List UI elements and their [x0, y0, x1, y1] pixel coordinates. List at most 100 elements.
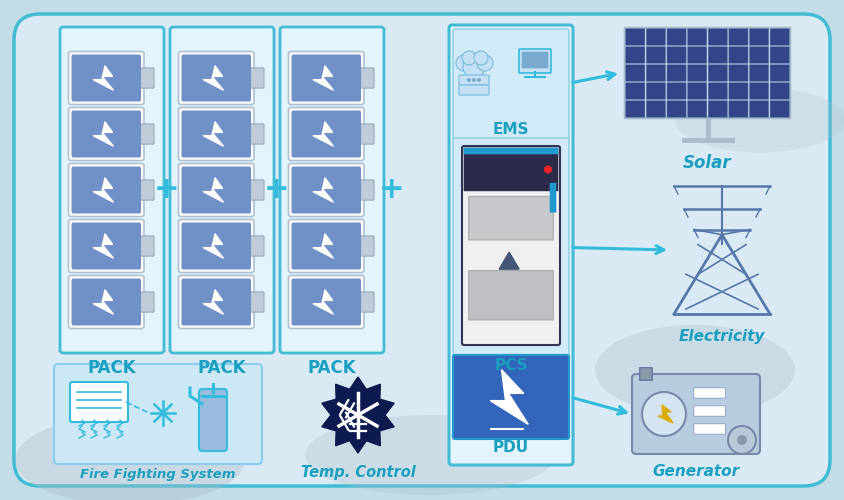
Polygon shape	[93, 122, 113, 146]
Circle shape	[544, 166, 552, 173]
FancyBboxPatch shape	[640, 368, 652, 380]
FancyBboxPatch shape	[749, 46, 769, 64]
FancyBboxPatch shape	[749, 82, 769, 100]
FancyBboxPatch shape	[667, 46, 686, 64]
FancyBboxPatch shape	[462, 146, 560, 345]
Circle shape	[477, 78, 481, 82]
FancyBboxPatch shape	[522, 52, 549, 68]
FancyBboxPatch shape	[291, 166, 361, 214]
FancyBboxPatch shape	[770, 64, 789, 82]
FancyBboxPatch shape	[199, 389, 227, 451]
Text: PDU: PDU	[493, 440, 529, 454]
Polygon shape	[322, 377, 394, 453]
FancyBboxPatch shape	[453, 138, 569, 357]
FancyBboxPatch shape	[625, 82, 645, 100]
FancyBboxPatch shape	[170, 27, 274, 353]
Text: PACK: PACK	[197, 359, 246, 377]
FancyBboxPatch shape	[647, 28, 666, 46]
Text: PCS: PCS	[495, 358, 528, 372]
FancyBboxPatch shape	[14, 14, 830, 486]
Polygon shape	[499, 252, 519, 269]
FancyBboxPatch shape	[688, 64, 706, 82]
FancyBboxPatch shape	[468, 270, 554, 320]
FancyBboxPatch shape	[181, 54, 251, 102]
Text: Generator: Generator	[652, 464, 739, 479]
FancyBboxPatch shape	[729, 64, 748, 82]
FancyBboxPatch shape	[729, 100, 748, 117]
FancyBboxPatch shape	[251, 236, 264, 256]
FancyBboxPatch shape	[647, 82, 666, 100]
FancyBboxPatch shape	[68, 52, 144, 104]
Polygon shape	[203, 66, 224, 90]
FancyBboxPatch shape	[667, 100, 686, 117]
Circle shape	[474, 51, 488, 65]
FancyBboxPatch shape	[449, 25, 573, 465]
FancyBboxPatch shape	[708, 28, 728, 46]
FancyBboxPatch shape	[72, 222, 141, 270]
FancyBboxPatch shape	[647, 100, 666, 117]
FancyBboxPatch shape	[68, 276, 144, 328]
FancyBboxPatch shape	[140, 124, 154, 144]
FancyBboxPatch shape	[770, 100, 789, 117]
FancyBboxPatch shape	[549, 183, 556, 212]
Text: Temp. Control: Temp. Control	[300, 465, 415, 480]
FancyBboxPatch shape	[453, 355, 569, 439]
Circle shape	[642, 392, 686, 436]
Circle shape	[463, 56, 485, 78]
FancyBboxPatch shape	[625, 28, 790, 118]
Polygon shape	[313, 122, 333, 146]
Polygon shape	[203, 178, 224, 202]
FancyBboxPatch shape	[463, 148, 558, 191]
FancyBboxPatch shape	[770, 46, 789, 64]
Polygon shape	[203, 234, 224, 258]
FancyBboxPatch shape	[72, 54, 141, 102]
FancyBboxPatch shape	[289, 276, 364, 328]
Text: Electricity: Electricity	[679, 329, 766, 344]
FancyBboxPatch shape	[178, 52, 254, 104]
Text: EMS: EMS	[493, 122, 529, 138]
FancyBboxPatch shape	[72, 166, 141, 214]
FancyBboxPatch shape	[251, 180, 264, 200]
Text: PACK: PACK	[308, 359, 356, 377]
Circle shape	[333, 390, 383, 440]
FancyBboxPatch shape	[291, 110, 361, 158]
FancyBboxPatch shape	[60, 27, 164, 353]
Polygon shape	[203, 122, 224, 146]
FancyBboxPatch shape	[251, 292, 264, 312]
FancyBboxPatch shape	[708, 46, 728, 64]
FancyBboxPatch shape	[360, 180, 374, 200]
FancyBboxPatch shape	[72, 278, 141, 326]
Circle shape	[456, 55, 472, 71]
FancyBboxPatch shape	[625, 28, 645, 46]
FancyBboxPatch shape	[280, 27, 384, 353]
FancyBboxPatch shape	[291, 222, 361, 270]
Circle shape	[462, 51, 476, 65]
Ellipse shape	[675, 88, 844, 152]
FancyBboxPatch shape	[140, 180, 154, 200]
FancyBboxPatch shape	[178, 220, 254, 272]
FancyBboxPatch shape	[749, 64, 769, 82]
FancyBboxPatch shape	[459, 85, 489, 95]
FancyBboxPatch shape	[694, 388, 726, 398]
FancyBboxPatch shape	[289, 108, 364, 160]
FancyBboxPatch shape	[468, 196, 554, 240]
FancyBboxPatch shape	[688, 82, 706, 100]
FancyBboxPatch shape	[625, 64, 645, 82]
FancyBboxPatch shape	[140, 292, 154, 312]
FancyBboxPatch shape	[251, 124, 264, 144]
FancyBboxPatch shape	[667, 28, 686, 46]
FancyBboxPatch shape	[181, 278, 251, 326]
FancyBboxPatch shape	[729, 46, 748, 64]
FancyBboxPatch shape	[667, 64, 686, 82]
FancyBboxPatch shape	[289, 52, 364, 104]
FancyBboxPatch shape	[749, 28, 769, 46]
FancyBboxPatch shape	[708, 64, 728, 82]
FancyBboxPatch shape	[178, 164, 254, 216]
FancyBboxPatch shape	[70, 382, 128, 422]
FancyBboxPatch shape	[729, 82, 748, 100]
Polygon shape	[313, 290, 333, 314]
Text: Solar: Solar	[683, 154, 732, 172]
Polygon shape	[658, 405, 673, 423]
FancyBboxPatch shape	[688, 28, 706, 46]
FancyBboxPatch shape	[770, 28, 789, 46]
